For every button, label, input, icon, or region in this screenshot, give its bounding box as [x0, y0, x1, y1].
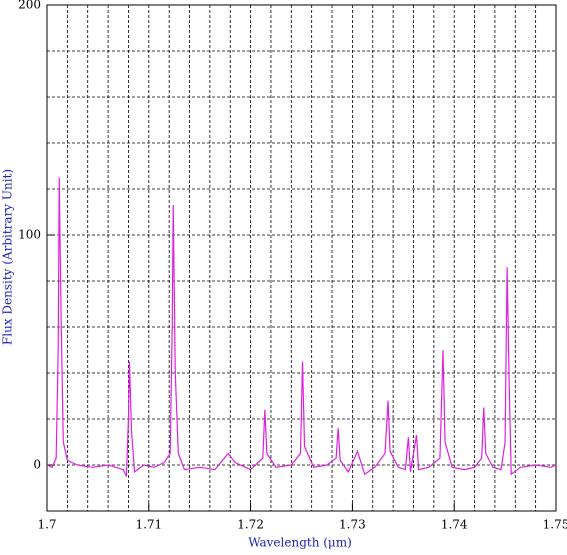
y-tick-label: 0	[33, 458, 41, 472]
spectrum-line	[46, 177, 557, 477]
y-tick-label: 200	[18, 0, 41, 12]
x-tick-label: 1.7	[37, 518, 56, 532]
x-tick-label: 1.75	[543, 518, 567, 532]
plot-frame	[46, 4, 557, 512]
x-tick-label: 1.73	[339, 518, 366, 532]
y-axis-label: Flux Density (Arbitrary Unit)	[1, 169, 15, 345]
y-tick-label: 100	[18, 228, 41, 242]
x-tick-label: 1.71	[135, 518, 162, 532]
x-axis-label: Wavelength (μm)	[248, 536, 352, 550]
x-tick-label: 1.74	[441, 518, 468, 532]
x-tick-label: 1.72	[237, 518, 264, 532]
